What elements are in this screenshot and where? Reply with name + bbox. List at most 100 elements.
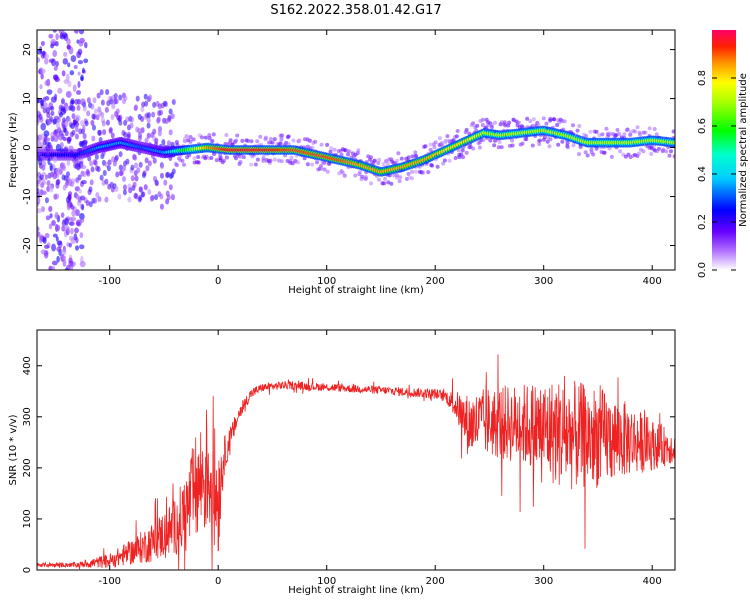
snr-y-axis: 0 100 200 300 400 [22, 356, 675, 573]
spectrogram-halo [560, 139, 565, 144]
spectrogram-halo [423, 144, 428, 149]
spectrogram-halo [77, 174, 82, 181]
spectrogram-halo [111, 156, 116, 163]
spectrogram-halo [279, 137, 284, 142]
spectrogram-halo [160, 163, 165, 170]
spectrogram-halo [241, 155, 246, 160]
spectrogram-halo [97, 196, 102, 203]
spectrogram-halo [93, 108, 98, 115]
spectrogram-noise [74, 186, 80, 192]
spectrogram-noise [45, 151, 51, 156]
spectrogram-noise [62, 58, 69, 65]
spectrogram-halo [410, 154, 415, 159]
spectrogram-halo [55, 122, 60, 129]
spectrogram-halo [657, 146, 662, 151]
spectrogram-noise [64, 105, 70, 112]
spectrogram-noise [53, 134, 59, 143]
spectrogram-halo [192, 156, 197, 161]
spectrogram-noise [73, 64, 78, 70]
spectrogram-halo [85, 199, 90, 206]
spectrogram-noise [58, 112, 63, 118]
spectrogram-halo [105, 119, 110, 126]
spectrogram-halo [325, 142, 330, 147]
spectrogram-halo [106, 165, 111, 172]
spectrogram-noise [46, 137, 50, 142]
spectrogram-halo [234, 138, 239, 143]
spectrogram-halo [577, 152, 582, 157]
spectrogram-noise [63, 146, 69, 154]
spectrogram-halo [104, 106, 109, 113]
spectrogram-noise [66, 203, 71, 211]
spectrogram-halo [347, 149, 352, 154]
spectrogram-halo [122, 189, 127, 196]
spectrogram-halo [291, 138, 296, 143]
spectrogram-halo [493, 120, 498, 125]
spectrogram-halo [245, 138, 250, 143]
spectrogram-halo [428, 142, 433, 147]
spectrogram-halo [86, 110, 91, 117]
spectrogram-halo [671, 129, 675, 134]
spectrogram-halo [664, 149, 669, 154]
spectrogram-noise [77, 71, 81, 76]
spectrogram-y-axis: -20 -10 0 10 20 [22, 43, 675, 254]
spectrogram-halo [426, 170, 431, 175]
spectrogram-halo [138, 186, 143, 193]
spectrogram-halo [101, 120, 106, 127]
spectrogram-halo [385, 161, 390, 166]
spectrogram-halo [395, 158, 400, 163]
spectrogram-halo [537, 142, 542, 147]
spectrogram-halo [641, 149, 646, 154]
spectrogram-noise [47, 157, 51, 166]
spectrogram-halo [114, 186, 119, 193]
spectrogram-halo [383, 176, 388, 181]
spectrogram-halo [511, 117, 516, 122]
spectrogram-noise [37, 97, 42, 104]
spectrogram-noise [68, 242, 72, 248]
spectrogram-halo [104, 178, 109, 185]
spectrogram-halo [492, 143, 497, 148]
spectrogram-halo [615, 127, 620, 132]
spectrogram-halo [536, 122, 541, 127]
spectrogram-halo [140, 127, 145, 134]
spectrogram-noise [66, 38, 71, 45]
spectrogram-halo [154, 180, 159, 187]
spectrogram-halo [496, 145, 501, 150]
spectrogram-noise [44, 232, 50, 239]
spectrogram-halo [463, 130, 468, 135]
spectrogram-halo [489, 125, 494, 130]
spectrogram-halo [107, 159, 112, 166]
spectrogram-halo [369, 155, 374, 160]
spectrogram-halo [132, 181, 137, 188]
spectrogram-noise [69, 264, 74, 270]
spectrogram-halo [460, 148, 465, 153]
spectrogram-halo [222, 158, 227, 163]
spectrogram-halo [286, 134, 291, 139]
spectrogram-halo [118, 151, 123, 158]
spectrogram-noise [65, 264, 71, 270]
spectrogram-noise [68, 178, 73, 187]
spectrogram-x-axis: -100 0 100 200 300 400 [98, 30, 662, 287]
spectrogram-halo [167, 116, 172, 123]
spectrogram-halo [60, 98, 65, 105]
spectrogram-noise [75, 237, 79, 244]
spectrogram-halo [210, 138, 215, 143]
spectrogram-halo [310, 145, 315, 150]
spectrogram-noise [38, 157, 43, 166]
spectrogram-halo [268, 137, 273, 142]
spectrogram-halo [181, 162, 186, 167]
spectrogram-noise [45, 215, 51, 221]
spectrogram-noise [65, 90, 72, 98]
spectrogram-halo [180, 158, 185, 163]
spectrogram-noise [62, 137, 67, 142]
spectrogram-halo [342, 173, 347, 178]
spectrogram-halo [117, 193, 122, 200]
spectrogram-noise [40, 73, 44, 80]
colorbar-tick-label: 0.6 [697, 118, 708, 134]
spectrogram-noise [76, 39, 80, 44]
spectrogram-noise [64, 218, 69, 226]
spectrogram-halo [145, 165, 150, 172]
spectrogram-halo [99, 89, 104, 96]
spectrogram-halo [159, 193, 164, 200]
spectrogram-noise [83, 58, 89, 64]
